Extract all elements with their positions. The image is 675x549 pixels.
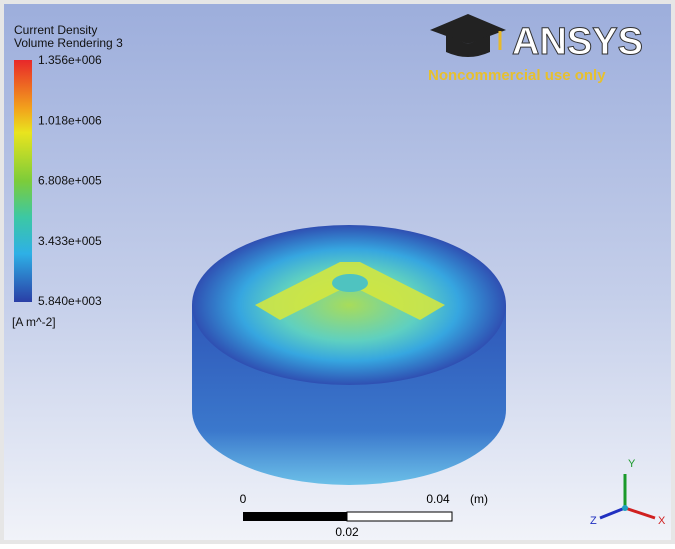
logo-brand: ANSYS: [512, 21, 643, 63]
legend-unit: [A m^-2]: [12, 315, 56, 329]
legend-tick-label: 5.840e+003: [38, 294, 102, 308]
triad-x: X: [658, 515, 666, 527]
triad-z: Z: [590, 515, 597, 527]
model: [192, 225, 506, 485]
scale-middle: 0.02: [335, 525, 359, 539]
triad-y: Y: [628, 458, 636, 470]
scale-end: 0.04: [426, 492, 450, 506]
legend-tick-label: 6.808e+005: [38, 174, 102, 188]
logo-note: Noncommercial use only: [428, 67, 606, 84]
legend-tick-label: 1.018e+006: [38, 113, 102, 127]
legend-tick-label: 1.356e+006: [38, 53, 102, 67]
legend-title: Current Density: [14, 23, 97, 37]
scale-start: 0: [240, 492, 247, 506]
viewport: Current Density Volume Rendering 3 1.356…: [0, 0, 675, 544]
legend-tick-label: 3.433e+005: [38, 234, 102, 248]
colorbar: [14, 60, 32, 302]
scale-unit: (m): [470, 492, 488, 506]
legend-subtitle: Volume Rendering 3: [14, 36, 123, 50]
